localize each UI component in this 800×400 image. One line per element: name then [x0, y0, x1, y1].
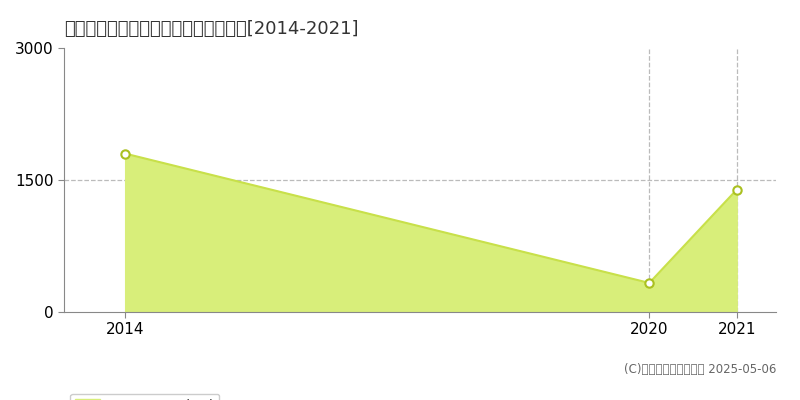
Legend: 林地価格　平均坪単価(円/坪): 林地価格 平均坪単価(円/坪): [70, 394, 219, 400]
Text: (C)土地価格ドットコム 2025-05-06: (C)土地価格ドットコム 2025-05-06: [624, 363, 776, 376]
Text: 東牟婁郡古座川町下露　林地価格推移[2014-2021]: 東牟婁郡古座川町下露 林地価格推移[2014-2021]: [64, 20, 358, 38]
